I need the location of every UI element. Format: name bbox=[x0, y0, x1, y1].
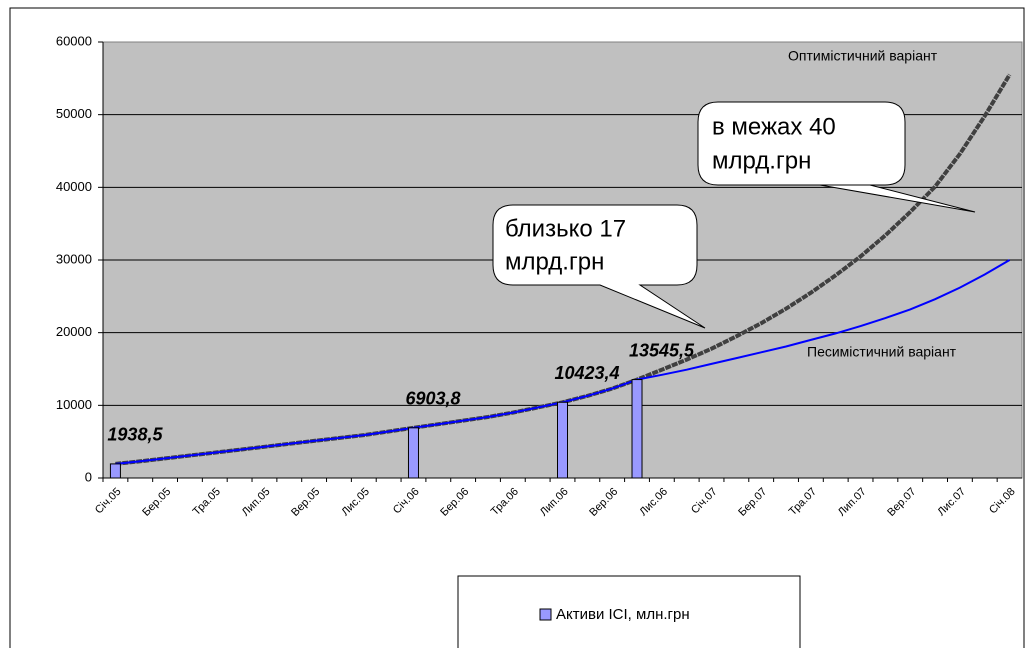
annotation: Песимістичний варіант bbox=[807, 344, 957, 360]
y-tick-label: 10000 bbox=[56, 397, 92, 412]
callout-bubble bbox=[697, 101, 976, 213]
marks bbox=[109, 73, 1012, 479]
legend-swatch bbox=[539, 608, 552, 621]
callout-text: близько 17 bbox=[505, 215, 626, 242]
data-label: 10423,4 bbox=[555, 363, 620, 383]
bar bbox=[407, 427, 419, 479]
legend-label: Активи ІСІ, млн.грн bbox=[556, 606, 690, 623]
bar bbox=[557, 401, 568, 479]
callout-text: млрд.грн bbox=[712, 147, 811, 174]
data-label: 1938,5 bbox=[107, 425, 163, 445]
callout-text: млрд.грн bbox=[505, 248, 604, 275]
data-label: 13545,5 bbox=[629, 340, 695, 360]
bar bbox=[631, 379, 643, 479]
callout-text: в межах 40 bbox=[712, 113, 836, 140]
y-tick-label: 50000 bbox=[56, 106, 92, 121]
callout-bubble bbox=[492, 204, 706, 329]
y-tick-label: 0 bbox=[85, 469, 92, 484]
bar bbox=[109, 463, 121, 479]
y-tick-label: 30000 bbox=[56, 251, 92, 266]
y-tick-label: 60000 bbox=[56, 33, 92, 48]
y-tick-label: 20000 bbox=[56, 324, 92, 339]
data-label: 6903,8 bbox=[405, 389, 460, 409]
legend bbox=[457, 575, 801, 648]
y-tick-label: 40000 bbox=[56, 179, 92, 194]
annotation: Оптимістичний варіант bbox=[788, 48, 938, 64]
